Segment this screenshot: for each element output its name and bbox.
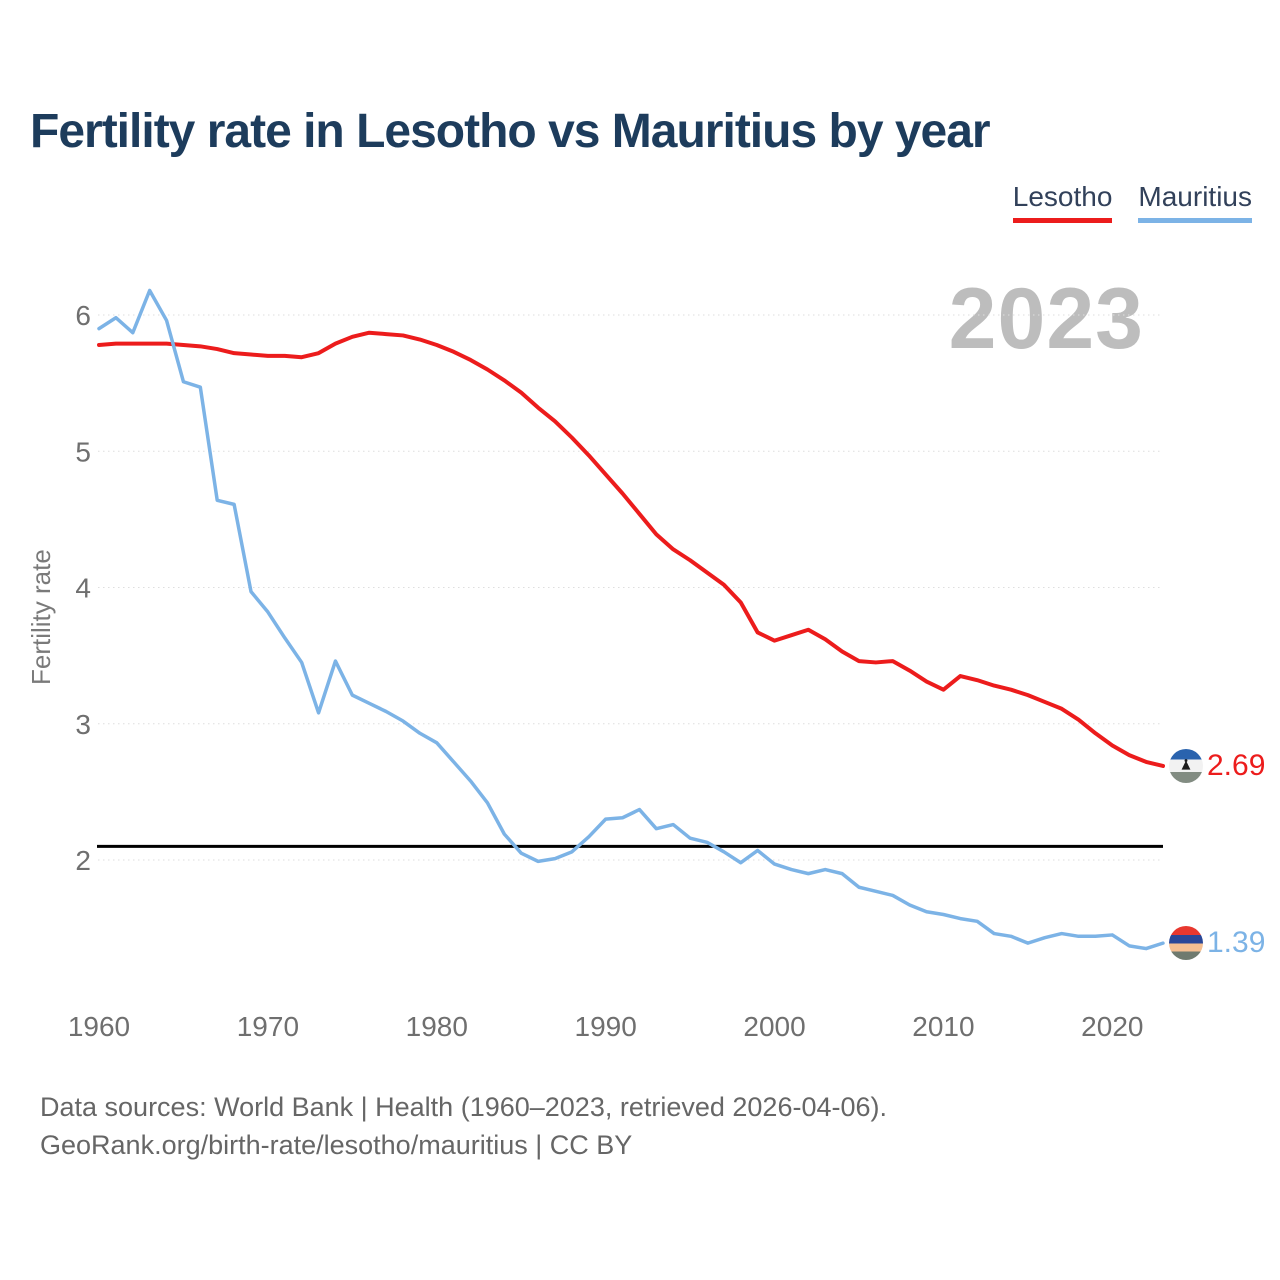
x-tick-label: 1960 — [68, 1011, 130, 1042]
legend-label-lesotho: Lesotho — [1012, 181, 1113, 212]
x-tick-label: 1980 — [406, 1011, 468, 1042]
watermark-year: 2023 — [948, 271, 1144, 367]
legend-swatch-mauritius — [1138, 217, 1252, 223]
legend-swatch-lesotho — [1012, 217, 1113, 223]
mauritius-end-value: 1.39 — [1207, 926, 1266, 960]
series-line-lesotho[interactable] — [97, 330, 1165, 768]
legend-label-mauritius: Mauritius — [1138, 181, 1252, 212]
series-line-mauritius[interactable] — [97, 288, 1165, 951]
legend-item-lesotho[interactable]: Lesotho — [1012, 181, 1113, 223]
page-title: Fertility rate in Lesotho vs Mauritius b… — [30, 105, 991, 158]
y-tick-label: 4 — [75, 573, 91, 604]
legend-item-mauritius[interactable]: Mauritius — [1138, 181, 1252, 223]
x-tick-label: 2010 — [912, 1011, 974, 1042]
y-axis-title: Fertility rate — [26, 549, 56, 685]
x-tick-label: 1990 — [575, 1011, 637, 1042]
y-tick-label: 3 — [75, 709, 91, 740]
source-line-1: Data sources: World Bank | Health (1960–… — [40, 1092, 887, 1122]
legend: Lesotho Mauritius — [1012, 181, 1252, 223]
y-tick-label: 6 — [75, 300, 91, 331]
y-tick-label: 5 — [75, 436, 91, 467]
basotho-hat-icon — [1181, 759, 1191, 770]
lesotho-flag-icon — [1169, 748, 1203, 783]
x-tick-label: 2000 — [743, 1011, 805, 1042]
lesotho-end-value: 2.69 — [1207, 748, 1266, 782]
mauritius-end-label: 1.39 — [1169, 926, 1266, 961]
source-attribution: Data sources: World Bank | Health (1960–… — [40, 1088, 887, 1164]
y-tick-label: 2 — [75, 845, 91, 876]
mauritius-flag-icon — [1169, 926, 1203, 961]
source-line-2: GeoRank.org/birth-rate/lesotho/mauritius… — [40, 1130, 633, 1160]
x-tick-label: 1970 — [237, 1011, 299, 1042]
x-tick-label: 2020 — [1081, 1011, 1143, 1042]
lesotho-end-label: 2.69 — [1169, 748, 1266, 783]
